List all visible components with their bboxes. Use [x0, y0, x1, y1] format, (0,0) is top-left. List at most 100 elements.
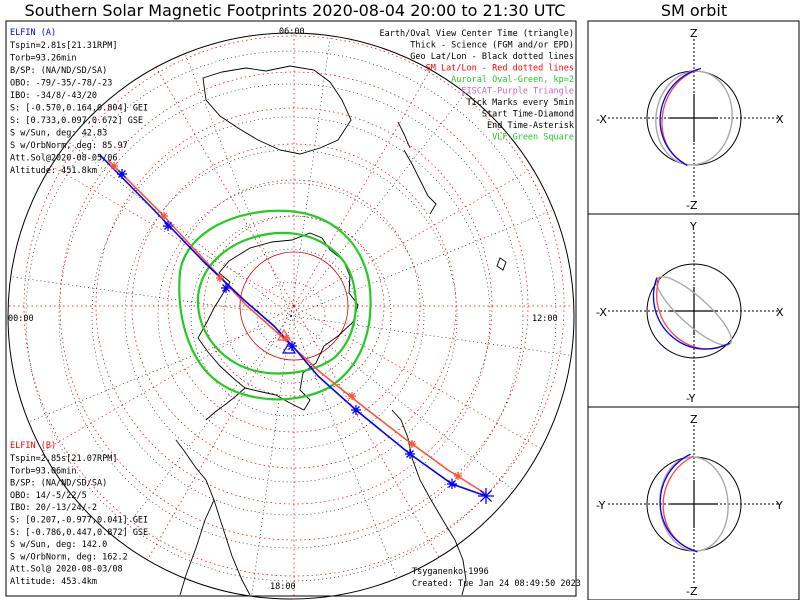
- elfin-a-tick-mark: [287, 341, 297, 351]
- elfin-b-center-triangle: [276, 328, 292, 341]
- geo-lat-circle: [223, 248, 359, 384]
- sm-lon-line: [34, 155, 295, 307]
- mlt-label-18: 18:00: [270, 582, 296, 592]
- africa-coastline: [391, 409, 467, 596]
- legend-entry: End Time-Asterisk: [487, 121, 574, 131]
- elfin-a-params: Tspin=2.81s[21.31RPM] Torb=93.26min B/SP: …: [10, 41, 148, 176]
- legend-entry: Tick Marks every 5min: [467, 98, 574, 108]
- sm-orbit-elfin-a: [652, 277, 730, 350]
- sm-orbit-elfin-a: [659, 453, 698, 553]
- sm-panel-frame-yz: [587, 406, 800, 600]
- created-timestamp: Created: Tue Jan 24 08:49:50 2023: [412, 579, 581, 589]
- elfin-a-param-line: IBO: -34/8/-43/20: [10, 91, 97, 101]
- legend-entry: Auroral Oval-Green, kp=2: [451, 75, 574, 85]
- mlt-label-12: 12:00: [532, 314, 558, 324]
- geo-lon-line: [251, 315, 292, 597]
- geo-lat-circle: [190, 215, 392, 417]
- sm-lon-line: [293, 305, 554, 457]
- sm-earth-circle: [646, 263, 742, 359]
- geo-lat-circle: [157, 182, 425, 450]
- geo-lat-circle: [91, 116, 491, 516]
- sm-panel: Y -Y -X X: [596, 220, 784, 405]
- elfin-a-center-triangle: [281, 341, 297, 354]
- elfin-b-param-line: S w/OrbNorm, deg: 162.2: [10, 552, 128, 562]
- elfin-b-param-line: S: [-0.786,0.447,0.872] GSE: [10, 528, 148, 538]
- sm-axis-label-bottom: -Z: [686, 585, 698, 598]
- elfin-b-param-line: S: [0.207,-0.977,0.041] GEI: [10, 516, 148, 526]
- elfin-a-name: ELFIN (A): [10, 28, 56, 38]
- map-boundary: [7, 32, 575, 600]
- south-america-coast-2: [179, 499, 215, 596]
- geo-lon-line: [290, 92, 466, 317]
- elfin-a-param-line: Altitude: 451.8km: [10, 166, 97, 176]
- sm-axis-label-left: -X: [596, 113, 607, 126]
- elfin-b-param-line: Att.Sol@ 2020-08-03/08: [10, 565, 123, 575]
- geo-lon-line: [116, 315, 292, 540]
- elfin-b-tick-mark: [408, 440, 416, 448]
- elfin-b-tick-mark: [348, 392, 356, 400]
- elfin-a-param-line: OBO: -79/-35/-78/-23: [10, 79, 112, 89]
- elfin-a-param-line: Tspin=2.81s[21.31RPM]: [10, 41, 117, 51]
- elfin-a-tick-mark: [447, 479, 457, 489]
- legend-entry: EISCAT-Purple Triangle: [461, 87, 574, 97]
- sm-axis-label-top: Y: [689, 220, 697, 233]
- map-frame: [5, 20, 577, 597]
- sm-orbit-ellipse: [655, 70, 733, 166]
- sm-lon-line: [293, 46, 445, 307]
- sm-lon-line: [143, 46, 295, 307]
- elfin-a-param-line: Torb=93.26min: [10, 54, 77, 64]
- elfin-b-param-line: OBO: 14/-5/22/5: [10, 491, 87, 501]
- geo-lon-line: [10, 276, 292, 317]
- elfin-b-param-line: Torb=93.06min: [10, 466, 77, 476]
- island-coastline: [496, 257, 507, 271]
- sm-panel: Z -Z -Y Y: [596, 413, 783, 598]
- elfin-a-tick-mark: [351, 405, 361, 415]
- auroral-oval-inner: [196, 231, 357, 375]
- sm-lon-line: [34, 305, 295, 457]
- sm-axis-label-top: Z: [690, 27, 698, 40]
- polar-map: 06:00 00:00 12:00 18:00 ELFIN (A) Tspin=…: [7, 27, 581, 600]
- legend-entry: SM Lat/Lon - Red dotted lines: [426, 64, 574, 74]
- mlt-label-06: 06:00: [279, 27, 305, 37]
- elfin-a-param-line: B/SP: (NA/ND/SD/SA): [10, 66, 107, 76]
- sm-lon-line: [143, 305, 295, 566]
- coastlines: [175, 65, 507, 596]
- legend-entry: Earth/Oval View Center Time (triangle): [380, 29, 574, 39]
- mlt-label-00: 00:00: [8, 314, 34, 324]
- sm-orbit-elfin-a: [659, 67, 702, 167]
- sm-axis-label-bottom: -Y: [686, 392, 696, 405]
- geo-grid-lines: [10, 35, 572, 597]
- elfin-a-param-line: Att.Sol@2020-08-05/06: [10, 154, 117, 164]
- elfin-b-tick-mark: [454, 472, 462, 480]
- sm-grid-lines: [8, 33, 574, 599]
- legend-entry: VLF-Green Square: [492, 133, 574, 143]
- sm-axis-label-bottom: -Z: [686, 199, 698, 212]
- legend-entry: Thick - Science (FGM and/or EPD): [410, 41, 574, 51]
- elfin-a-tick-mark: [163, 221, 173, 231]
- elfin-b-param-line: Tspin=2.85s[21.07RPM]: [10, 454, 117, 464]
- sm-panel: Z -Z -X X: [596, 27, 784, 212]
- sm-axis-label-top: Z: [690, 413, 698, 426]
- elfin-b-tick-mark: [110, 162, 118, 170]
- elfin-b-track: [107, 159, 487, 495]
- sm-axis-label-right: X: [776, 113, 784, 126]
- elfin-a-param-line: S w/OrbNorm, deg: 85.97: [10, 141, 128, 151]
- new-zealand-coastline: [403, 149, 437, 215]
- elfin-b-tick-mark: [160, 212, 168, 220]
- elfin-a-track: [99, 154, 487, 497]
- sm-axis-label-left: -X: [596, 306, 607, 319]
- sm-orbit-panels: Z -Z -X X Y -Y -X X Z -Z -Y Y: [596, 27, 784, 598]
- geo-lon-line: [290, 315, 515, 491]
- elfin-a-param-line: S w/Sun, deg: 42.83: [10, 129, 107, 139]
- elfin-a-param-line: S: [0.733,0.097,0.672] GSE: [10, 116, 143, 126]
- elfin-b-param-line: Altitude: 453.4km: [10, 577, 97, 587]
- elfin-a-end-asterisk: [478, 488, 494, 504]
- sm-orbit-ellipse: [655, 276, 733, 346]
- model-credit: Tsyganenko-1996: [412, 567, 489, 577]
- legend: Earth/Oval View Center Time (triangle) Th…: [380, 29, 574, 143]
- elfin-b-tick-mark: [216, 274, 224, 282]
- elfin-b-param-line: IBO: 20/-13/24/-2: [10, 503, 97, 513]
- sm-axis-label-left: -Y: [596, 499, 606, 512]
- elfin-a-tick-mark: [221, 283, 231, 293]
- legend-entry: Start Time-Diamond: [482, 110, 574, 120]
